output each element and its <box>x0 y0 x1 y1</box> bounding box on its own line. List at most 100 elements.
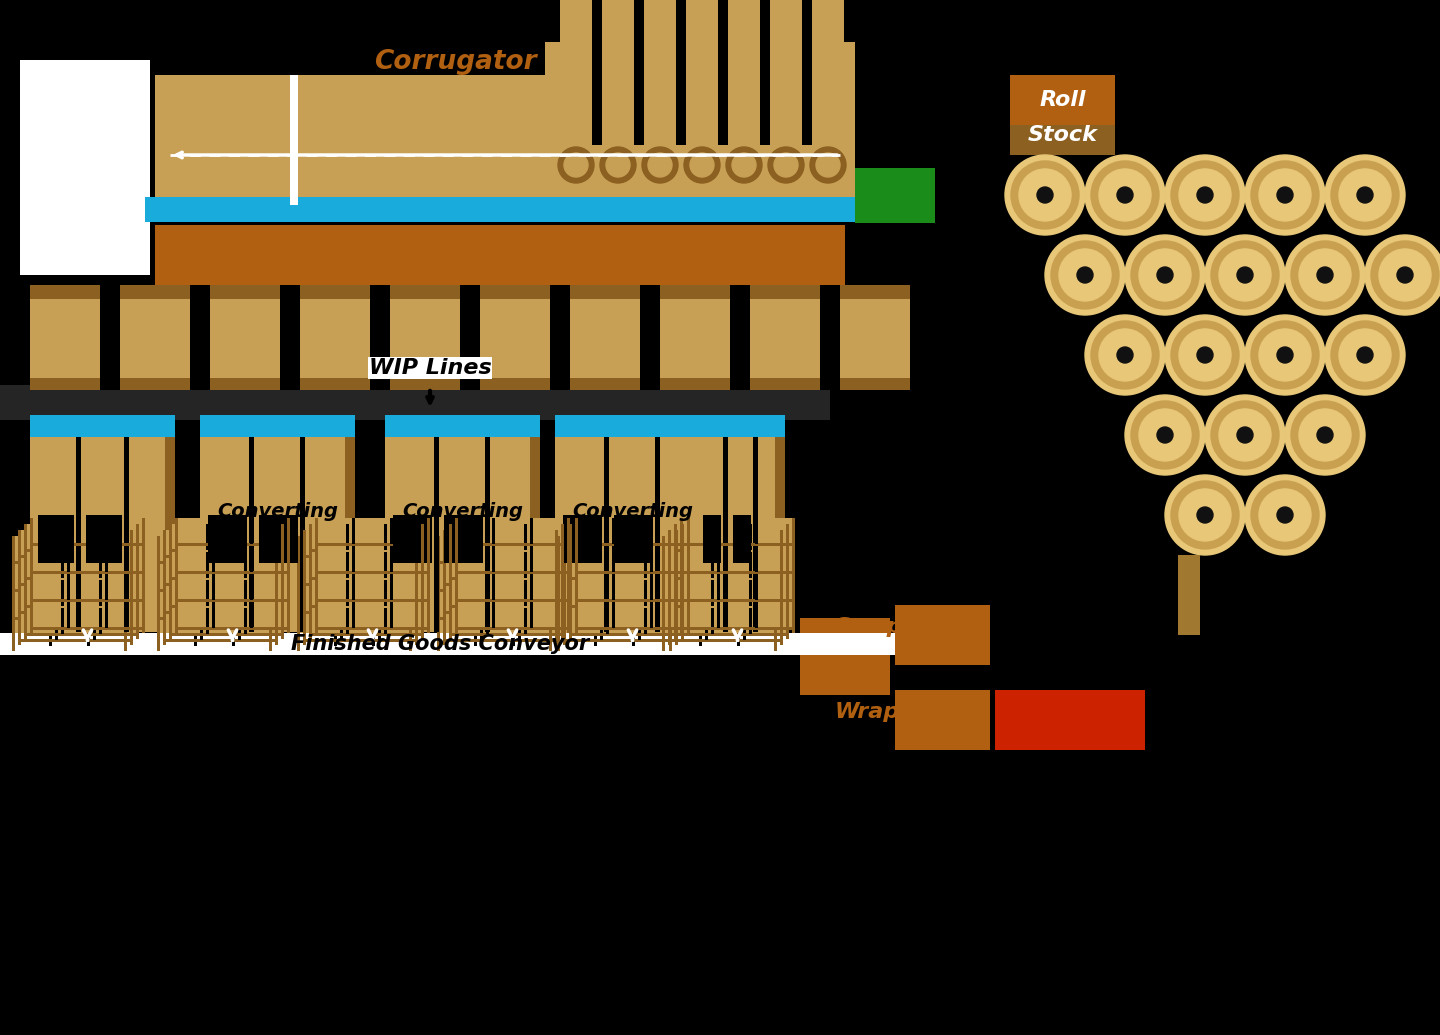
Circle shape <box>1259 489 1310 541</box>
Bar <box>569 549 684 552</box>
Bar <box>287 518 289 633</box>
Bar <box>698 592 703 618</box>
Circle shape <box>1339 169 1391 221</box>
Bar <box>639 285 660 390</box>
Circle shape <box>1277 187 1293 203</box>
Bar <box>557 589 672 592</box>
Circle shape <box>1220 409 1272 461</box>
Bar <box>668 530 671 645</box>
Circle shape <box>1179 169 1231 221</box>
Circle shape <box>1171 481 1238 549</box>
Bar <box>530 518 533 544</box>
Bar <box>390 546 393 572</box>
Bar <box>212 518 215 544</box>
Bar <box>567 518 570 633</box>
Text: Finished Goods Conveyor: Finished Goods Conveyor <box>291 634 589 654</box>
Bar <box>372 620 374 646</box>
Bar <box>24 549 140 552</box>
Bar <box>200 437 356 632</box>
Bar <box>315 546 431 572</box>
Circle shape <box>1246 315 1325 395</box>
Circle shape <box>1092 321 1159 389</box>
Bar <box>86 564 89 590</box>
Bar <box>668 639 783 642</box>
Bar <box>176 627 289 630</box>
Text: Converting: Converting <box>217 502 338 521</box>
Bar <box>94 586 96 612</box>
Bar <box>662 645 778 648</box>
Bar <box>557 561 672 564</box>
Circle shape <box>1197 187 1212 203</box>
Bar <box>449 605 564 608</box>
Circle shape <box>1130 401 1200 469</box>
Bar <box>569 608 684 634</box>
Bar <box>207 515 248 563</box>
Bar <box>737 592 740 618</box>
Bar <box>660 285 730 299</box>
Bar <box>444 530 559 556</box>
Bar <box>60 608 63 634</box>
Bar <box>600 586 603 612</box>
Bar <box>644 552 647 578</box>
Bar <box>755 546 757 572</box>
Bar <box>513 620 516 646</box>
Bar <box>315 518 431 544</box>
Bar <box>455 518 570 544</box>
Circle shape <box>1237 427 1253 443</box>
Circle shape <box>1211 241 1279 309</box>
Bar <box>12 592 127 618</box>
Bar <box>390 602 393 628</box>
Bar <box>750 285 819 299</box>
Bar <box>524 580 527 607</box>
Bar <box>840 285 910 390</box>
Bar <box>655 437 660 632</box>
Circle shape <box>775 153 798 177</box>
Bar <box>698 620 703 646</box>
Bar <box>775 415 785 632</box>
Bar <box>662 589 778 592</box>
Bar <box>194 536 197 562</box>
Bar <box>346 552 348 578</box>
Bar <box>157 536 272 562</box>
Bar <box>310 524 312 639</box>
Bar <box>168 524 171 639</box>
Bar <box>384 524 387 550</box>
Bar <box>717 574 720 600</box>
Circle shape <box>1277 347 1293 363</box>
Circle shape <box>600 147 636 183</box>
Bar <box>390 518 393 544</box>
Bar <box>449 580 564 607</box>
Bar <box>737 564 740 590</box>
Bar <box>770 35 802 145</box>
Bar <box>315 627 431 630</box>
Bar <box>668 586 783 612</box>
Bar <box>163 611 278 614</box>
Bar <box>612 546 615 572</box>
Bar <box>12 645 127 648</box>
Circle shape <box>564 153 588 177</box>
Bar <box>157 617 272 620</box>
Bar <box>606 580 609 607</box>
Bar <box>200 530 203 556</box>
Bar <box>436 617 552 620</box>
Bar <box>168 524 284 550</box>
Bar <box>600 558 603 584</box>
Bar <box>743 586 746 612</box>
Bar <box>812 35 844 145</box>
Bar <box>194 564 197 590</box>
Bar <box>775 536 778 651</box>
Circle shape <box>1325 155 1405 235</box>
Circle shape <box>1292 241 1359 309</box>
Circle shape <box>732 153 756 177</box>
Circle shape <box>1077 267 1093 283</box>
Bar <box>575 574 690 600</box>
Bar <box>575 599 690 602</box>
Bar <box>390 574 393 600</box>
Bar <box>300 437 305 632</box>
Bar <box>563 530 566 645</box>
Bar <box>12 536 127 562</box>
Bar <box>210 285 279 299</box>
Bar <box>302 614 418 640</box>
Bar <box>157 645 272 648</box>
Bar <box>750 378 819 390</box>
